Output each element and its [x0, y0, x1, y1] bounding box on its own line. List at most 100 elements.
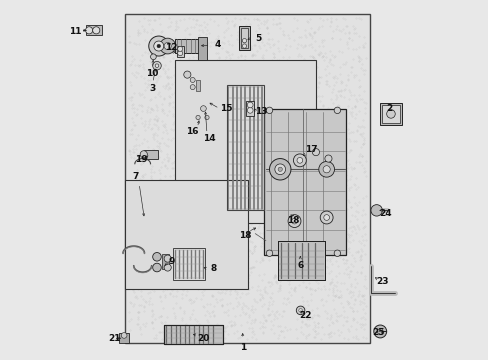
Point [202, 170, 210, 175]
Point [308, 326, 316, 332]
Point [348, 292, 356, 298]
Point [252, 48, 260, 54]
Point [134, 314, 142, 320]
Point [221, 58, 228, 63]
Point [346, 224, 354, 230]
Point [181, 323, 188, 329]
Point [201, 189, 208, 194]
Point [265, 279, 273, 285]
Point [262, 19, 270, 25]
Point [204, 79, 212, 85]
Point [226, 322, 234, 328]
Point [172, 221, 180, 227]
Point [248, 205, 256, 211]
Point [263, 305, 271, 311]
Point [264, 36, 272, 42]
Point [257, 73, 265, 78]
Point [224, 133, 231, 139]
Point [222, 127, 230, 132]
Point [271, 190, 279, 195]
Point [355, 131, 363, 137]
Point [308, 206, 316, 211]
Point [352, 72, 360, 78]
Point [274, 130, 282, 135]
Point [130, 57, 138, 62]
Point [156, 329, 164, 334]
Point [300, 94, 308, 100]
Point [248, 264, 256, 270]
Point [325, 252, 332, 257]
Point [176, 334, 184, 340]
Point [273, 86, 281, 91]
Point [184, 42, 192, 48]
Point [200, 312, 208, 318]
Point [274, 190, 282, 196]
Point [276, 287, 284, 293]
Point [342, 248, 350, 254]
Point [203, 214, 211, 220]
Point [159, 108, 167, 113]
Point [160, 196, 167, 202]
Point [270, 212, 278, 218]
Point [128, 260, 136, 265]
Point [169, 55, 177, 60]
Point [347, 64, 355, 70]
Point [283, 327, 290, 333]
Point [242, 166, 249, 172]
Point [332, 152, 340, 158]
Point [194, 157, 202, 163]
Point [346, 89, 353, 95]
Point [224, 201, 231, 207]
Point [293, 197, 301, 202]
Point [127, 316, 135, 322]
Point [285, 264, 292, 269]
Point [291, 105, 299, 111]
Point [303, 148, 311, 154]
Point [141, 298, 149, 304]
Point [163, 285, 170, 291]
Point [242, 175, 249, 181]
Point [247, 269, 255, 275]
Point [303, 316, 310, 321]
Point [166, 173, 174, 179]
Point [329, 330, 337, 336]
Point [326, 96, 334, 102]
Point [228, 135, 236, 141]
Point [144, 82, 152, 88]
Point [186, 93, 194, 99]
Point [243, 58, 250, 64]
Point [250, 243, 258, 249]
Point [312, 265, 320, 270]
Point [223, 274, 230, 280]
Point [324, 203, 332, 209]
Circle shape [93, 27, 100, 34]
Point [305, 220, 313, 226]
Point [278, 248, 285, 254]
Point [199, 144, 206, 150]
Point [227, 75, 235, 81]
Point [256, 95, 264, 100]
Point [315, 99, 323, 104]
Point [130, 210, 138, 215]
Point [297, 84, 305, 90]
Point [293, 188, 301, 194]
Point [180, 143, 188, 149]
Point [288, 61, 296, 67]
Point [265, 44, 273, 50]
Point [232, 289, 240, 295]
Point [250, 117, 258, 123]
Point [131, 122, 139, 128]
Point [149, 195, 157, 201]
Point [189, 98, 197, 103]
Point [293, 222, 301, 228]
Point [153, 61, 161, 67]
Point [208, 117, 216, 122]
Point [186, 171, 194, 177]
Point [361, 335, 369, 341]
Point [151, 278, 159, 284]
Point [232, 250, 240, 256]
Point [236, 246, 244, 252]
Point [231, 208, 239, 214]
Point [230, 22, 238, 28]
Point [346, 173, 354, 179]
